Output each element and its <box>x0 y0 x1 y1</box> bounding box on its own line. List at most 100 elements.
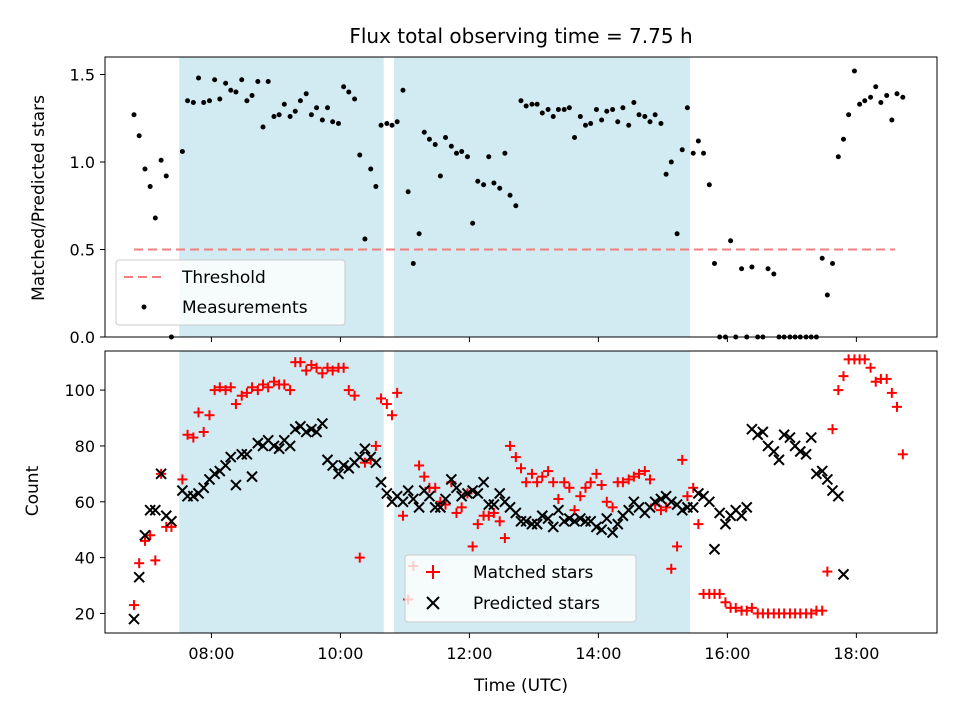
predicted-star-stroke-b <box>241 448 253 461</box>
predicted-star-point <box>805 431 817 444</box>
matched-star-point <box>134 558 145 569</box>
predicted-star-point <box>149 504 162 516</box>
predicted-star-stroke-b <box>579 515 592 528</box>
measurement-point <box>539 110 545 116</box>
matched-star-point <box>580 482 591 493</box>
top-y-ticks: 0.0 0.5 1.0 1.5 <box>70 66 105 347</box>
measurement-point <box>389 122 395 128</box>
measurement-point <box>454 150 460 156</box>
measurement-point <box>152 215 158 221</box>
matched-star-point <box>338 362 349 373</box>
predicted-star-point <box>397 496 409 508</box>
predicted-star-stroke-b <box>354 451 366 463</box>
predicted-star-point <box>837 568 850 581</box>
predicted-star-point <box>139 529 151 541</box>
measurement-point <box>884 93 890 98</box>
legend-threshold-label: Threshold <box>181 268 266 288</box>
measurement-point <box>362 236 368 242</box>
predicted-star-point <box>536 510 548 522</box>
measurement-point <box>373 184 379 189</box>
predicted-star-stroke-b <box>773 454 785 466</box>
predicted-star-point <box>542 512 554 525</box>
predicted-star-point <box>794 445 806 458</box>
predicted-star-stroke-b <box>719 518 732 530</box>
measurement-point <box>668 159 674 165</box>
matched-star-point <box>720 597 731 608</box>
measurement-point <box>642 114 648 119</box>
measurement-point <box>529 101 535 107</box>
predicted-star-stroke-b <box>623 504 635 516</box>
predicted-star-stroke-b <box>784 431 796 444</box>
measurement-point <box>765 266 771 272</box>
predicted-star-point <box>713 507 726 519</box>
measurement-point <box>604 108 610 114</box>
matched-star-point <box>419 471 430 482</box>
measurement-point <box>572 135 578 140</box>
measurement-point <box>281 101 287 107</box>
measurement-point <box>352 96 358 102</box>
predicted-star-stroke-b <box>407 493 419 505</box>
bottom-y-tick-label-0: 20 <box>75 604 95 623</box>
matched-star-point <box>139 535 150 546</box>
predicted-star-stroke-b <box>837 568 850 581</box>
measurement-point <box>835 154 841 160</box>
predicted-star-stroke-b <box>139 529 151 541</box>
measurement-point <box>620 105 626 111</box>
measurement-point <box>292 108 298 114</box>
matched-stars-points <box>129 354 908 619</box>
measurement-point <box>443 135 449 140</box>
bottom-legend-box <box>404 554 637 623</box>
matched-star-point <box>397 510 408 521</box>
matched-star-point <box>532 477 543 488</box>
predicted-star-point <box>128 613 140 625</box>
measurement-point <box>271 114 277 119</box>
measurement-point <box>459 149 465 154</box>
predicted-star-stroke-b <box>455 490 468 502</box>
predicted-star-stroke-b <box>568 515 581 528</box>
predicted-star-stroke-b <box>612 518 624 530</box>
measurement-point <box>297 98 303 104</box>
predicted-star-stroke-b <box>294 420 307 433</box>
measurement-point <box>749 264 755 270</box>
matched-star-point <box>225 382 236 393</box>
matched-star-point <box>677 454 688 465</box>
bottom-x-tick-label-0: 08:00 <box>188 644 234 663</box>
predicted-star-point <box>402 484 414 497</box>
predicted-star-stroke-b <box>332 468 345 480</box>
measurement-point <box>599 117 605 123</box>
matched-star-point <box>623 474 634 485</box>
predicted-star-stroke-b <box>155 468 167 480</box>
measurement-point <box>900 94 906 100</box>
measurement-point <box>228 87 234 93</box>
predicted-star-stroke-b <box>483 498 495 511</box>
predicted-star-point <box>310 426 323 438</box>
predicted-star-point <box>552 504 565 516</box>
predicted-star-stroke-b <box>628 496 640 508</box>
predicted-star-point <box>601 512 613 525</box>
predicted-star-stroke-b <box>542 512 554 525</box>
predicted-star-point <box>423 490 436 502</box>
predicted-star-point <box>488 498 500 511</box>
matched-star-point <box>741 605 752 616</box>
matched-star-point <box>359 457 370 468</box>
matched-star-point <box>381 399 392 410</box>
matched-star-point <box>387 410 398 421</box>
predicted-star-point <box>520 515 532 528</box>
bottom-y-tick-label-1: 40 <box>75 549 95 568</box>
predicted-star-stroke-b <box>472 487 484 500</box>
measurement-point <box>357 152 363 158</box>
matched-star-point <box>252 385 263 396</box>
predicted-star-point <box>708 543 721 555</box>
predicted-star-stroke-b <box>826 484 839 497</box>
predicted-star-stroke-b <box>606 526 619 539</box>
predicted-star-stroke-b <box>499 496 511 508</box>
predicted-star-point <box>246 470 258 483</box>
measurement-point <box>233 89 239 95</box>
matched-star-point <box>585 477 596 488</box>
bottom-x-tick-label-3: 14:00 <box>575 644 621 663</box>
matched-star-point <box>693 519 704 530</box>
matched-star-point <box>617 477 628 488</box>
measurement-point <box>196 75 202 81</box>
measurement-point <box>819 255 825 261</box>
measurement-point <box>147 184 153 189</box>
